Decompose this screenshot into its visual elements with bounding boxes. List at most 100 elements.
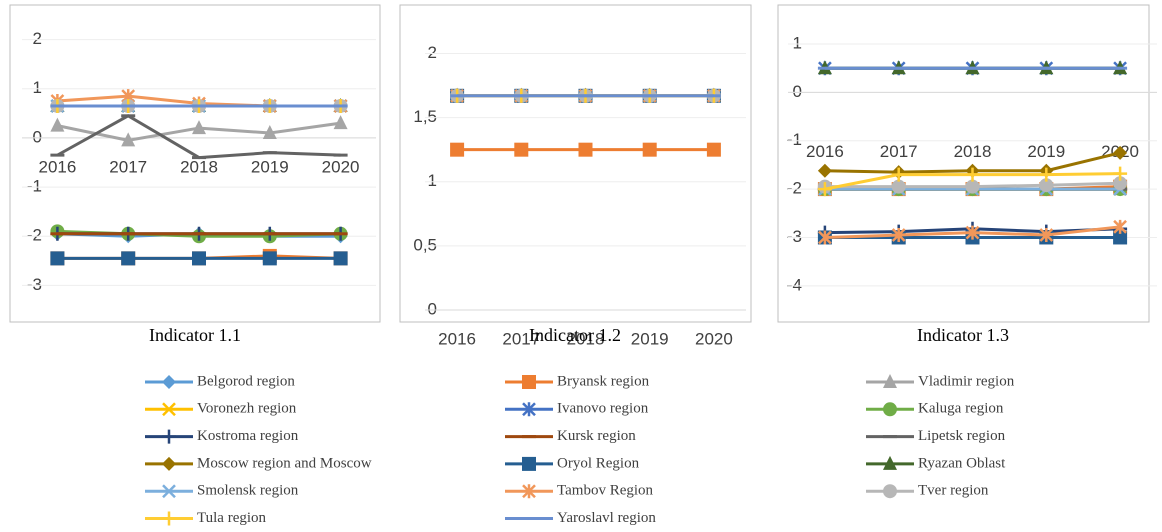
- marker: [50, 117, 65, 132]
- y-tick-label: 1: [428, 171, 437, 190]
- y-tick-label: -2: [787, 179, 802, 198]
- marker: [817, 163, 832, 178]
- y-tick-label: 0: [793, 82, 802, 101]
- x-tick-label: 2018: [567, 329, 605, 348]
- marker: [192, 251, 206, 266]
- y-tick-label: 2: [33, 29, 42, 48]
- y-tick-label: -3: [787, 227, 802, 246]
- legend-marker: [522, 456, 536, 471]
- marker: [817, 182, 832, 197]
- legend-marker: [883, 455, 897, 470]
- x-tick-label: 2016: [806, 142, 844, 161]
- panel: [399, 4, 752, 323]
- legend-marker: [883, 374, 897, 388]
- legend-label: Bryansk region: [557, 373, 650, 389]
- marker: [1113, 166, 1128, 181]
- marker: [1113, 145, 1128, 160]
- marker: [642, 142, 657, 157]
- marker: [891, 179, 906, 194]
- legend-label: Belgorod region: [197, 373, 295, 389]
- x-tick-label: 2016: [38, 157, 76, 176]
- panel: [9, 4, 381, 323]
- y-tick-label: -3: [27, 275, 42, 294]
- legend-marker: [522, 375, 536, 389]
- legend-marker: [162, 402, 176, 417]
- marker: [450, 142, 465, 157]
- x-tick-label: 2019: [631, 329, 669, 348]
- legend-label: Smolensk region: [197, 483, 299, 499]
- legend-marker: [162, 429, 176, 444]
- legend-marker: [522, 484, 536, 499]
- legend-marker: [162, 375, 176, 389]
- marker: [1113, 230, 1128, 245]
- marker: [1039, 178, 1054, 193]
- legend-marker: [162, 484, 176, 499]
- marker: [262, 251, 277, 266]
- chart-title: Indicator 1.1: [149, 325, 241, 345]
- legend-label: Voronezh region: [197, 401, 297, 417]
- marker: [965, 167, 980, 182]
- legend-label: Kaluga region: [918, 401, 1004, 417]
- marker: [891, 228, 906, 243]
- y-tick-label: -1: [27, 177, 42, 196]
- legend-label: Kostroma region: [197, 428, 299, 444]
- x-tick-label: 2019: [1027, 142, 1065, 161]
- y-tick-label: -4: [787, 275, 802, 294]
- marker: [50, 251, 65, 266]
- legend-label: Kursk region: [557, 428, 636, 444]
- marker: [1039, 167, 1054, 182]
- y-tick-label: -1: [787, 130, 802, 149]
- y-tick-label: 0: [428, 299, 437, 318]
- legend-label: Vladimir region: [918, 373, 1015, 389]
- legend-label: Tver region: [918, 483, 989, 499]
- legend-label: Ivanovo region: [557, 401, 649, 417]
- legend-marker: [162, 456, 176, 471]
- x-tick-label: 2016: [438, 329, 476, 348]
- marker: [965, 225, 980, 240]
- x-tick-label: 2018: [954, 142, 992, 161]
- y-tick-label: 2: [428, 43, 437, 62]
- marker: [818, 230, 832, 245]
- x-tick-label: 2018: [180, 157, 218, 176]
- marker: [1113, 219, 1127, 234]
- y-tick-label: 1: [793, 34, 802, 53]
- panel: [777, 4, 1150, 323]
- legend-marker: [162, 511, 176, 526]
- marker: [121, 251, 136, 266]
- marker: [514, 142, 529, 157]
- marker: [192, 120, 206, 135]
- chart-title: Indicator 1.3: [917, 325, 1009, 345]
- x-tick-label: 2020: [695, 329, 733, 348]
- y-tick-label: 1,5: [413, 107, 437, 126]
- y-tick-label: 0,5: [413, 235, 437, 254]
- legend-label: Tula region: [197, 510, 267, 526]
- legend-label: Tambov Region: [557, 483, 654, 499]
- x-tick-label: 2017: [502, 329, 540, 348]
- y-tick-label: 1: [33, 78, 42, 97]
- marker: [262, 125, 277, 139]
- marker: [578, 142, 593, 157]
- chart-title: Indicator 1.2: [529, 325, 621, 345]
- x-tick-label: 2019: [251, 157, 289, 176]
- legend-marker: [522, 402, 536, 417]
- x-tick-label: 2020: [322, 157, 360, 176]
- y-tick-label: 0: [33, 127, 42, 146]
- legend-label: Moscow region and Moscow: [197, 455, 372, 471]
- marker: [333, 251, 348, 266]
- x-tick-label: 2017: [109, 157, 147, 176]
- legend-label: Oryol Region: [557, 455, 640, 471]
- legend-marker: [883, 484, 897, 499]
- y-tick-label: -2: [27, 226, 42, 245]
- marker: [1039, 228, 1054, 243]
- legend-label: Ryazan Oblast: [918, 455, 1006, 471]
- legend-marker: [883, 402, 897, 417]
- marker: [121, 132, 136, 147]
- marker: [706, 142, 721, 157]
- legend-label: Lipetsk region: [918, 428, 1006, 444]
- x-tick-label: 2017: [880, 142, 918, 161]
- marker: [965, 179, 980, 194]
- marker: [333, 115, 348, 130]
- legend-label: Yaroslavl region: [557, 510, 656, 526]
